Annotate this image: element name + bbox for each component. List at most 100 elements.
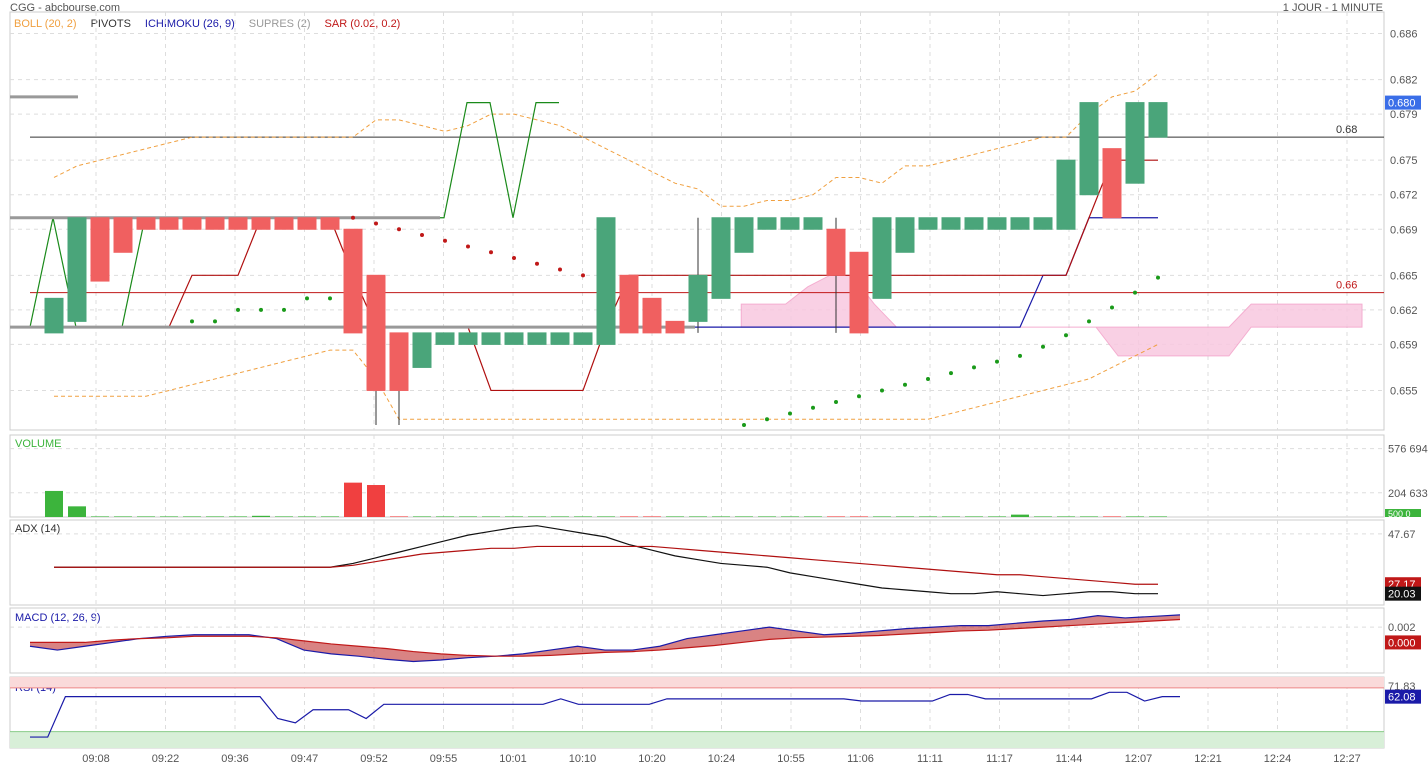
legend-sar[interactable]: SAR (0.02, 0.2)	[324, 18, 401, 30]
volume-bar	[68, 506, 86, 517]
sar-dot	[282, 307, 286, 312]
volume-bar	[298, 516, 316, 517]
candle-body	[1079, 102, 1099, 196]
x-tick-label: 10:20	[638, 753, 666, 765]
sar-dot	[1156, 275, 1160, 280]
volume-bar	[942, 516, 960, 517]
candle-body	[642, 297, 662, 334]
y-tick-label: 0.672	[1390, 190, 1418, 202]
volume-bar	[804, 516, 822, 517]
candle-body	[941, 217, 961, 230]
volume-bar	[597, 516, 615, 517]
volume-bar	[321, 516, 339, 517]
y-tick-label: 0.655	[1390, 385, 1418, 397]
legend-ichimoku[interactable]: ICHIMOKU (26, 9)	[144, 18, 235, 30]
volume-bar	[413, 516, 431, 517]
x-tick-label: 09:22	[152, 753, 180, 765]
volume-bar	[689, 516, 707, 517]
volume-bar	[781, 516, 799, 517]
sar-dot	[535, 261, 539, 266]
y-tick-label: 0.682	[1390, 75, 1418, 87]
sar-dot	[305, 296, 309, 301]
candle-body	[780, 217, 800, 230]
adx-line	[54, 525, 1158, 597]
candle-body	[1148, 102, 1168, 138]
volume-bar	[758, 516, 776, 517]
y-tick-label: 0.669	[1390, 224, 1418, 236]
x-tick-label: 09:36	[221, 753, 249, 765]
sar-dot	[742, 423, 746, 427]
candle-body	[366, 274, 386, 391]
sar-dot	[1087, 319, 1091, 324]
candle-body	[182, 217, 202, 230]
candle-body	[412, 332, 432, 368]
candle-body	[849, 251, 869, 334]
volume-bar	[896, 516, 914, 517]
rsi-last-box	[1385, 689, 1421, 704]
candle-body	[964, 217, 984, 230]
macd-signal-line	[30, 618, 1181, 657]
di-line	[54, 545, 1158, 585]
candle-body	[90, 217, 110, 282]
volume-bar	[666, 516, 684, 517]
candle-body	[274, 217, 294, 230]
volume-bar	[620, 516, 638, 517]
volume-bar	[1080, 516, 1098, 517]
volume-bar	[1149, 516, 1167, 517]
legend-supres[interactable]: SUPRES (2)	[248, 18, 311, 30]
y-tick-label: 0.659	[1390, 339, 1418, 351]
volume-bar	[1034, 516, 1052, 517]
x-tick-label: 09:52	[360, 753, 388, 765]
ichimoku-cloud	[740, 274, 1363, 357]
x-tick-label: 11:44	[1056, 753, 1083, 765]
candle-body	[918, 217, 938, 230]
sar-dot	[788, 411, 792, 416]
panel-frame-macd	[9, 607, 1385, 674]
candle-body	[711, 217, 731, 299]
volume-bar	[367, 485, 385, 517]
candle-body	[504, 332, 524, 345]
x-tick-label: 10:24	[708, 753, 736, 765]
candle-body	[159, 217, 179, 230]
candle-body	[251, 217, 271, 230]
x-tick-label: 12:07	[1125, 753, 1153, 765]
bollinger-upper	[53, 73, 1159, 207]
legend-boll[interactable]: BOLL (20, 2)	[14, 18, 77, 30]
y-tick-label: 0.665	[1390, 270, 1418, 282]
x-tick-label: 12:24	[1264, 753, 1292, 765]
sar-dot	[374, 221, 378, 226]
candle-body	[826, 228, 846, 276]
sar-dot	[236, 307, 240, 312]
candle-body	[320, 217, 340, 230]
candle-body	[297, 217, 317, 230]
sar-dot	[765, 417, 769, 422]
sar-dot	[857, 394, 861, 399]
panel-frame-vol	[9, 434, 1385, 518]
legend-pivots[interactable]: PIVOTS	[90, 18, 131, 30]
candle-body	[44, 297, 64, 334]
sar-dot	[1110, 305, 1114, 310]
candle-body	[573, 332, 593, 345]
sar-dot	[1133, 290, 1137, 295]
source-title: CGG - abcbourse.com	[10, 2, 121, 14]
sar-dot	[558, 267, 562, 272]
candle-body	[343, 228, 363, 334]
panel-frame-adx	[9, 519, 1385, 606]
volume-panel-label: VOLUME	[15, 438, 62, 450]
candle-body	[665, 320, 685, 334]
bollinger-lower	[54, 343, 1159, 420]
candle-body	[619, 274, 639, 334]
candle-body	[113, 217, 133, 253]
volume-bar	[827, 516, 845, 517]
volume-bar	[988, 516, 1006, 517]
candle-body	[458, 332, 478, 345]
volume-bar	[574, 516, 592, 517]
volume-bar	[160, 516, 178, 517]
last-price-box	[1385, 95, 1421, 110]
sar-dot	[443, 238, 447, 243]
volume-bar	[436, 516, 454, 517]
candle-body	[1010, 217, 1030, 230]
volume-y-tick: 576 694	[1388, 444, 1428, 456]
volume-bar	[1011, 514, 1029, 517]
